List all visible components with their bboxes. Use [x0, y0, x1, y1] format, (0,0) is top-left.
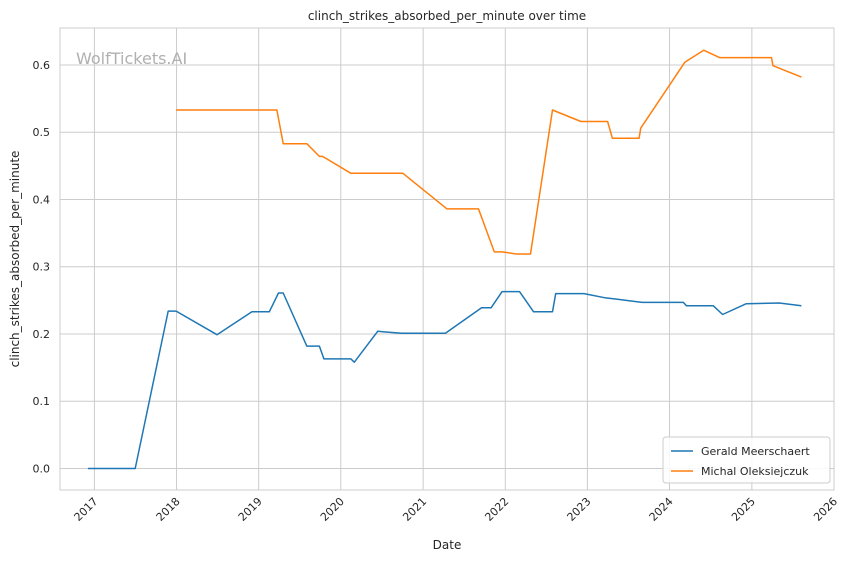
x-ticks: 2017 2018 2019 2020 2021 2022 2023 2024 2025 2026	[72, 495, 841, 524]
y-tick-label: 0.5	[33, 126, 51, 139]
legend-label-1: Gerald Meerschaert	[701, 445, 810, 458]
series-line-2	[176, 49, 802, 255]
x-tick-label: 2021	[400, 495, 429, 524]
x-tick-label: 2025	[729, 495, 758, 524]
legend-box	[662, 436, 831, 484]
legend-label-2: Michal Oleksiejczuk	[701, 465, 809, 478]
plot-area	[59, 27, 835, 491]
y-tick-label: 0.3	[33, 261, 51, 274]
x-tick-label: 2020	[318, 495, 347, 524]
y-tick-label: 0.4	[33, 193, 51, 206]
x-tick-label: 2018	[154, 495, 183, 524]
x-axis-label: Date	[433, 538, 462, 552]
chart-title: clinch_strikes_absorbed_per_minute over …	[308, 9, 586, 23]
legend: Gerald Meerschaert Michal Oleksiejczuk	[662, 436, 831, 484]
x-tick-label: 2019	[236, 495, 265, 524]
y-ticks: 0.0 0.1 0.2 0.3 0.4 0.5 0.6	[33, 59, 51, 475]
x-tick-label: 2017	[72, 495, 101, 524]
y-tick-label: 0.2	[33, 328, 51, 341]
series-lines	[87, 49, 802, 470]
y-axis-label: clinch_strikes_absorbed_per_minute	[8, 151, 22, 368]
y-tick-label: 0.1	[33, 395, 51, 408]
x-tick-label: 2026	[811, 495, 840, 524]
watermark: WolfTickets.AI	[76, 49, 187, 68]
x-tick-label: 2022	[482, 495, 511, 524]
x-tick-label: 2024	[647, 495, 676, 524]
y-tick-label: 0.6	[33, 59, 51, 72]
series-line-1	[87, 290, 802, 470]
y-tick-label: 0.0	[33, 462, 51, 475]
x-tick-label: 2023	[565, 495, 594, 524]
